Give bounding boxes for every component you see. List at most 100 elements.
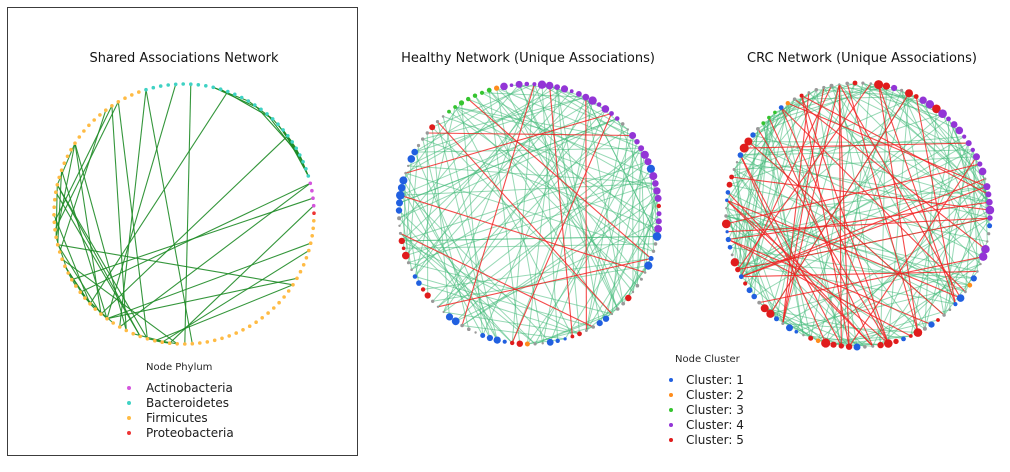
network-edge xyxy=(731,96,917,178)
network-node xyxy=(821,338,831,348)
network-edge xyxy=(511,113,613,344)
network-node xyxy=(938,109,947,118)
network-edge xyxy=(744,142,969,149)
network-edge xyxy=(752,84,879,136)
network-node xyxy=(218,87,223,91)
network-node xyxy=(160,340,164,345)
network-node xyxy=(312,219,316,223)
network-node xyxy=(569,89,574,94)
network-node xyxy=(976,270,979,273)
network-node xyxy=(277,300,281,305)
network-node xyxy=(420,287,426,292)
network-node xyxy=(794,329,799,334)
phylum-legend-title: Node Phylum xyxy=(146,362,213,373)
healthy-edges xyxy=(398,83,660,345)
network-node xyxy=(621,301,626,306)
legend-item-label: Cluster: 1 xyxy=(686,372,744,387)
network-node xyxy=(987,215,993,221)
network-node xyxy=(610,312,614,316)
legend-item: Cluster: 5 xyxy=(663,432,744,447)
network-node xyxy=(829,83,834,88)
network-node xyxy=(270,117,275,121)
network-node xyxy=(110,104,114,108)
network-node xyxy=(411,148,419,156)
network-node xyxy=(588,96,597,105)
network-node xyxy=(131,331,135,336)
network-edge xyxy=(527,326,594,345)
network-node xyxy=(635,283,640,288)
network-node xyxy=(82,129,86,133)
network-edge xyxy=(862,82,990,203)
network-edge xyxy=(405,172,654,252)
network-node xyxy=(52,205,56,209)
network-node xyxy=(436,305,440,308)
network-node xyxy=(445,313,454,321)
network-node xyxy=(196,83,201,87)
network-edge xyxy=(801,95,989,195)
network-node xyxy=(265,112,269,116)
network-node xyxy=(638,145,645,152)
network-node xyxy=(751,293,757,300)
network-node xyxy=(234,331,238,335)
network-edge xyxy=(117,101,148,339)
network-node xyxy=(725,236,731,243)
network-edge xyxy=(461,190,658,326)
network-edge xyxy=(467,98,652,259)
network-edge xyxy=(511,108,606,344)
network-edge xyxy=(89,91,229,305)
network-edge xyxy=(740,276,812,339)
network-node xyxy=(190,341,195,346)
network-edge xyxy=(57,244,294,286)
network-edge xyxy=(455,220,660,322)
network-node xyxy=(625,294,632,302)
network-node xyxy=(634,139,640,145)
network-edge xyxy=(780,107,966,293)
network-node xyxy=(306,174,311,178)
network-node xyxy=(447,109,451,114)
network-edge xyxy=(414,96,586,153)
network-node xyxy=(211,85,215,90)
network-node xyxy=(732,168,736,171)
network-node xyxy=(137,90,141,94)
network-edge xyxy=(833,319,939,346)
network-node xyxy=(725,230,729,234)
network-node xyxy=(905,89,913,98)
network-node xyxy=(962,134,967,139)
network-node xyxy=(922,326,927,331)
network-node xyxy=(55,183,60,187)
healthy-nodes xyxy=(395,80,662,347)
phylum-legend-items: Actinobacteria Bacteroidetes Firmicutes Pro… xyxy=(118,380,234,440)
network-edge xyxy=(729,113,943,186)
network-edge xyxy=(764,307,904,340)
network-edge xyxy=(442,115,658,192)
network-node xyxy=(799,93,804,98)
network-node xyxy=(173,82,178,87)
network-node xyxy=(69,147,73,152)
shared-network-title: Shared Associations Network xyxy=(89,51,279,66)
network-node xyxy=(307,248,311,253)
network-edge xyxy=(496,88,544,344)
network-edge xyxy=(408,165,656,184)
network-node xyxy=(602,315,610,322)
network-edge xyxy=(526,168,652,345)
network-node xyxy=(116,100,121,104)
network-node xyxy=(111,321,115,325)
network-node xyxy=(204,84,208,88)
network-edge xyxy=(556,87,601,324)
network-edge xyxy=(408,182,656,264)
network-node xyxy=(925,100,935,109)
network-node xyxy=(92,118,96,122)
network-node xyxy=(757,300,762,305)
network-edge xyxy=(848,156,977,348)
network-node xyxy=(167,341,172,346)
network-node xyxy=(515,80,523,88)
network-edge xyxy=(782,87,825,324)
network-edge xyxy=(741,178,986,278)
network-node xyxy=(882,82,891,90)
network-node xyxy=(407,155,416,163)
network-node xyxy=(233,92,237,97)
network-edge xyxy=(401,235,658,242)
network-edge xyxy=(119,182,311,328)
network-node xyxy=(311,203,316,208)
network-edge xyxy=(145,89,193,344)
